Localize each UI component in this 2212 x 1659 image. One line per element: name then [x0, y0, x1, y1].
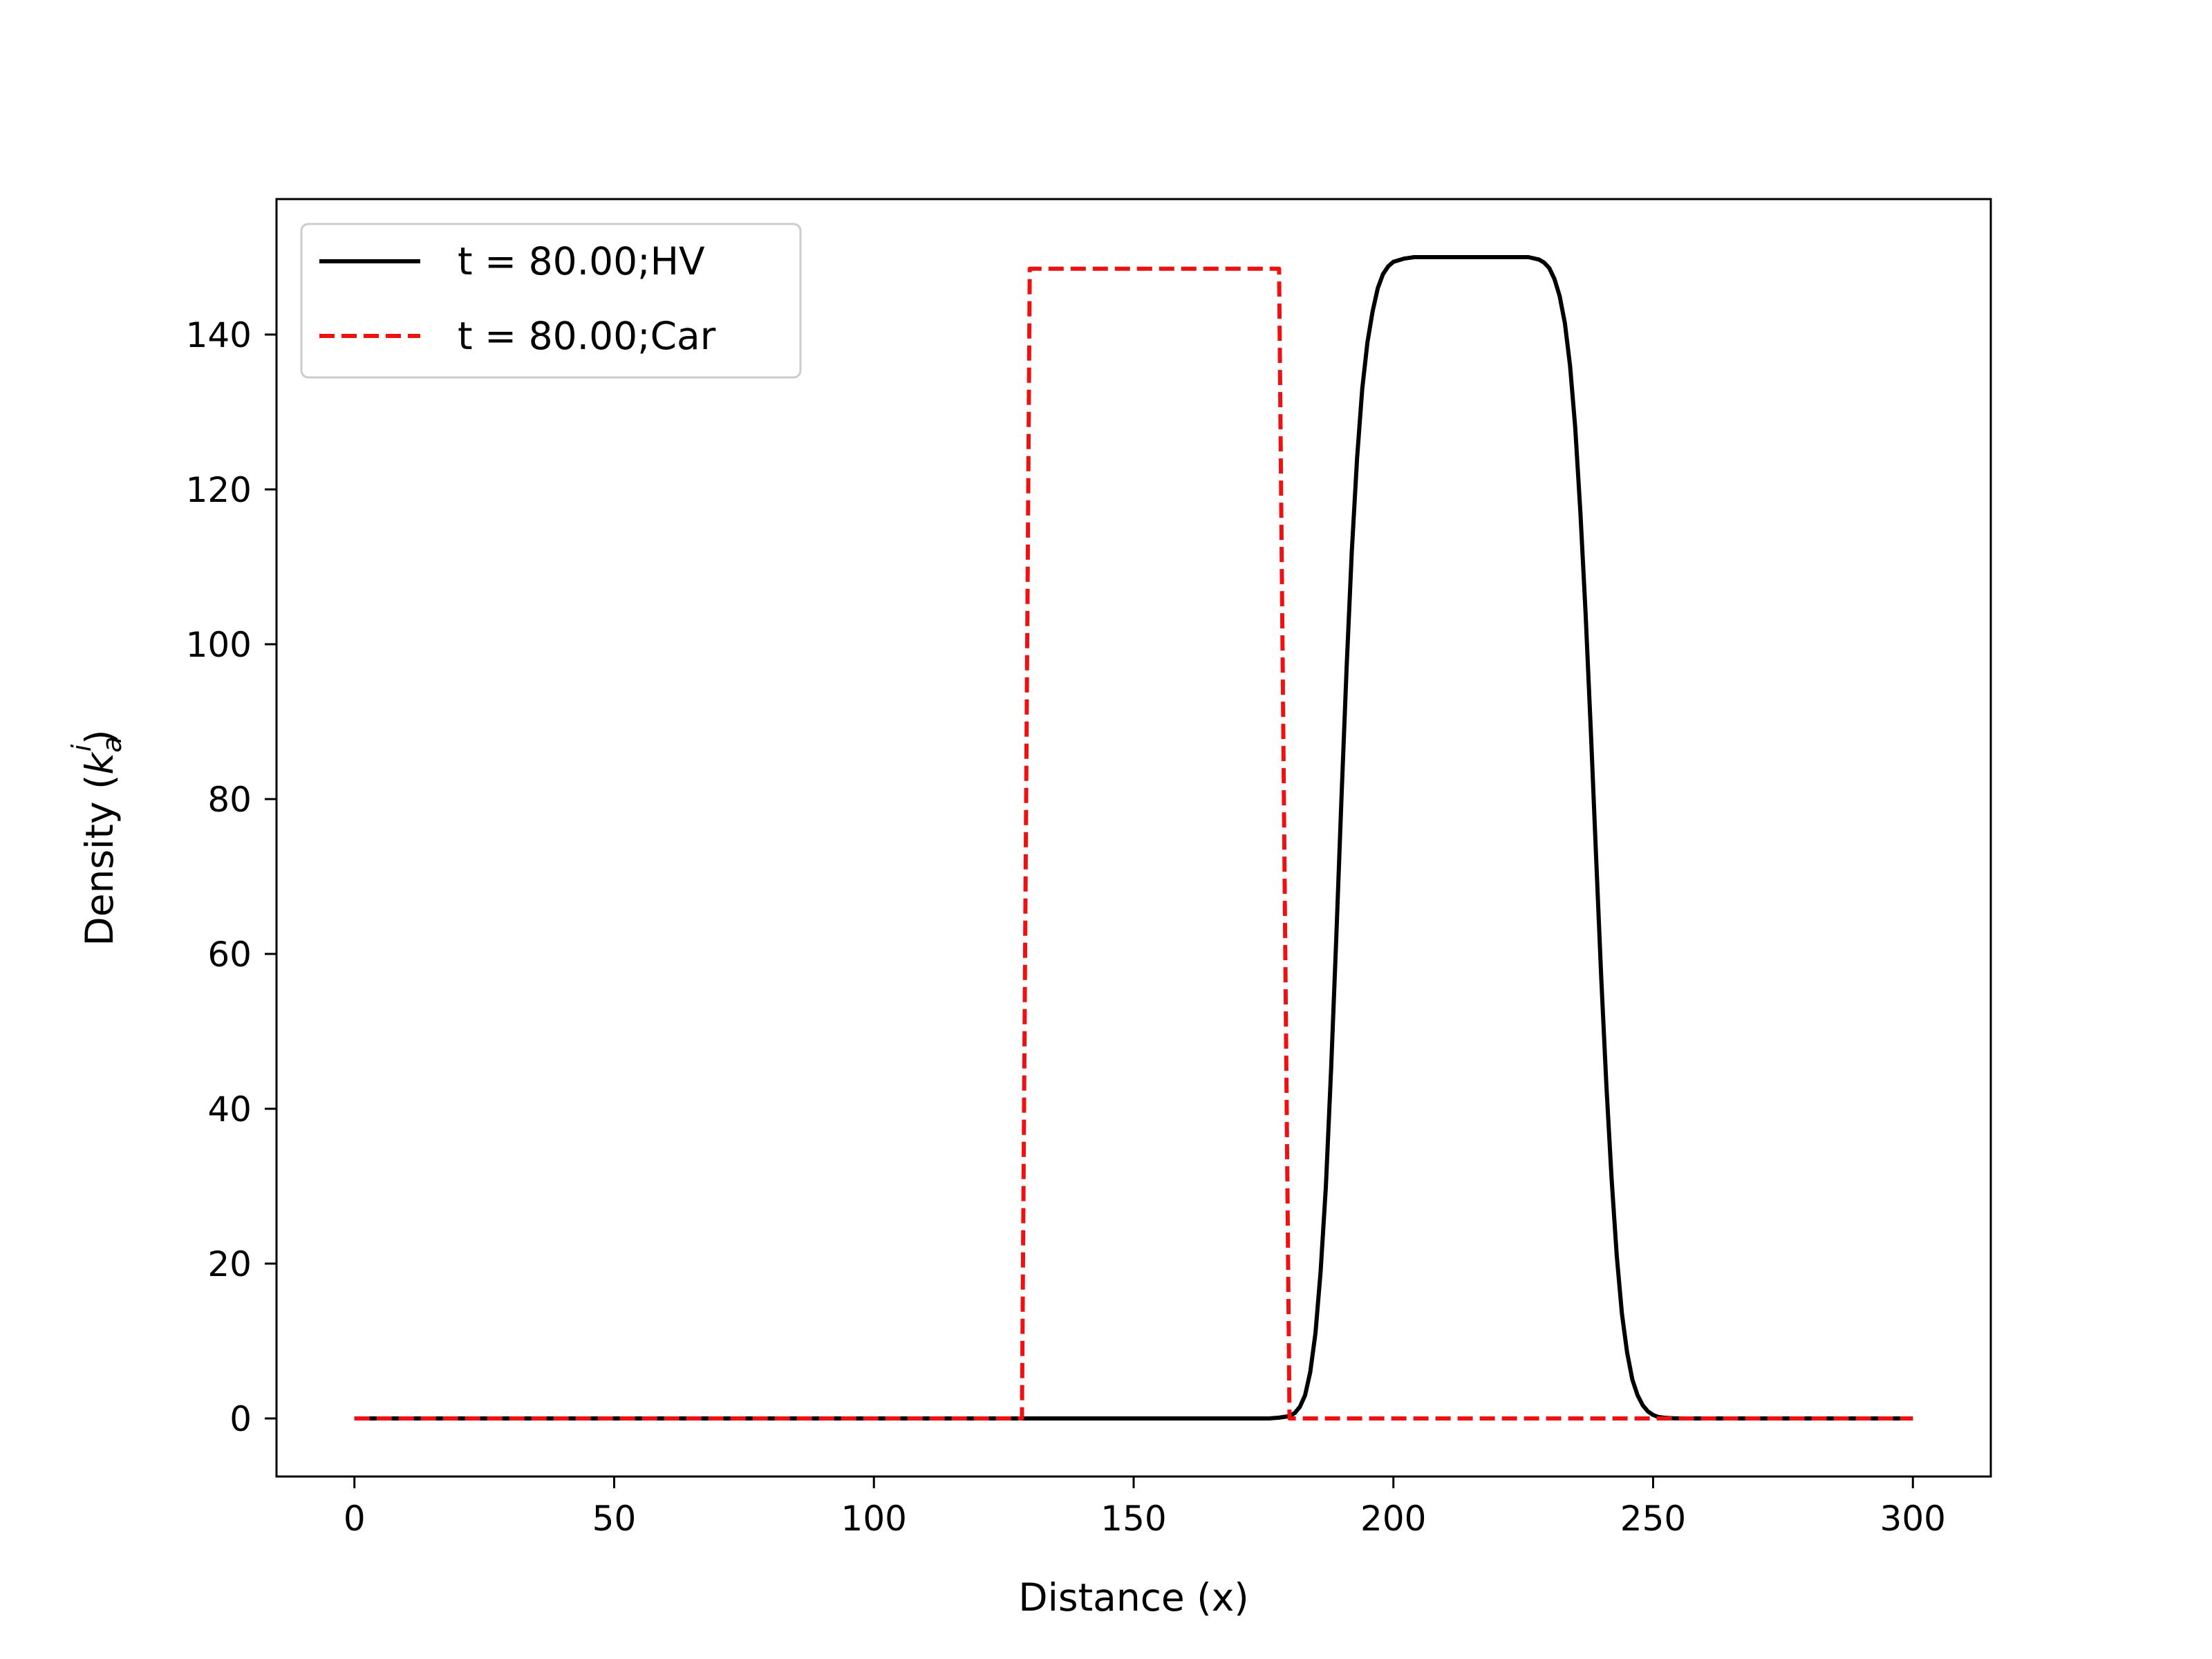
- x-tick-label: 150: [1100, 1499, 1166, 1539]
- y-axis-label-main: Density (: [77, 775, 122, 946]
- x-tick-label: 200: [1360, 1499, 1426, 1539]
- x-tick-label: 250: [1620, 1499, 1686, 1539]
- x-tick-label: 50: [592, 1499, 637, 1539]
- x-tick-label: 100: [841, 1499, 907, 1539]
- x-tick-label: 300: [1880, 1499, 1946, 1539]
- y-axis-label-sub: a: [97, 736, 127, 752]
- legend-box: [300, 223, 802, 379]
- y-axis-label-symbol: k: [77, 751, 122, 775]
- legend: t = 80.00;HV t = 80.00;Car: [300, 223, 802, 379]
- legend-label-car: t = 80.00;Car: [458, 314, 716, 358]
- series-layer: [354, 255, 1913, 1421]
- y-tick-label: 60: [207, 935, 252, 975]
- x-axis: 0 50 100 150 200 250 300: [344, 1477, 1946, 1539]
- series-line-hv: [354, 255, 1913, 1421]
- x-tick-label: 0: [344, 1499, 366, 1539]
- y-axis: 0 20 40 60 80 100 120 140: [186, 315, 276, 1439]
- x-axis-label: Distance (x): [1018, 1575, 1248, 1620]
- y-tick-label: 40: [207, 1089, 252, 1130]
- series-line-car: [354, 266, 1913, 1421]
- y-tick-label: 140: [186, 315, 252, 355]
- y-tick-label: 100: [186, 625, 252, 665]
- y-axis-label-close: ): [77, 729, 122, 744]
- y-axis-label-sup: i: [66, 744, 97, 751]
- y-tick-label: 20: [207, 1244, 252, 1284]
- y-tick-label: 120: [186, 470, 252, 510]
- y-tick-label: 80: [207, 780, 252, 820]
- y-axis-label: Density (kai): [66, 729, 127, 946]
- y-tick-label: 0: [229, 1399, 252, 1439]
- legend-label-hv: t = 80.00;HV: [458, 239, 705, 283]
